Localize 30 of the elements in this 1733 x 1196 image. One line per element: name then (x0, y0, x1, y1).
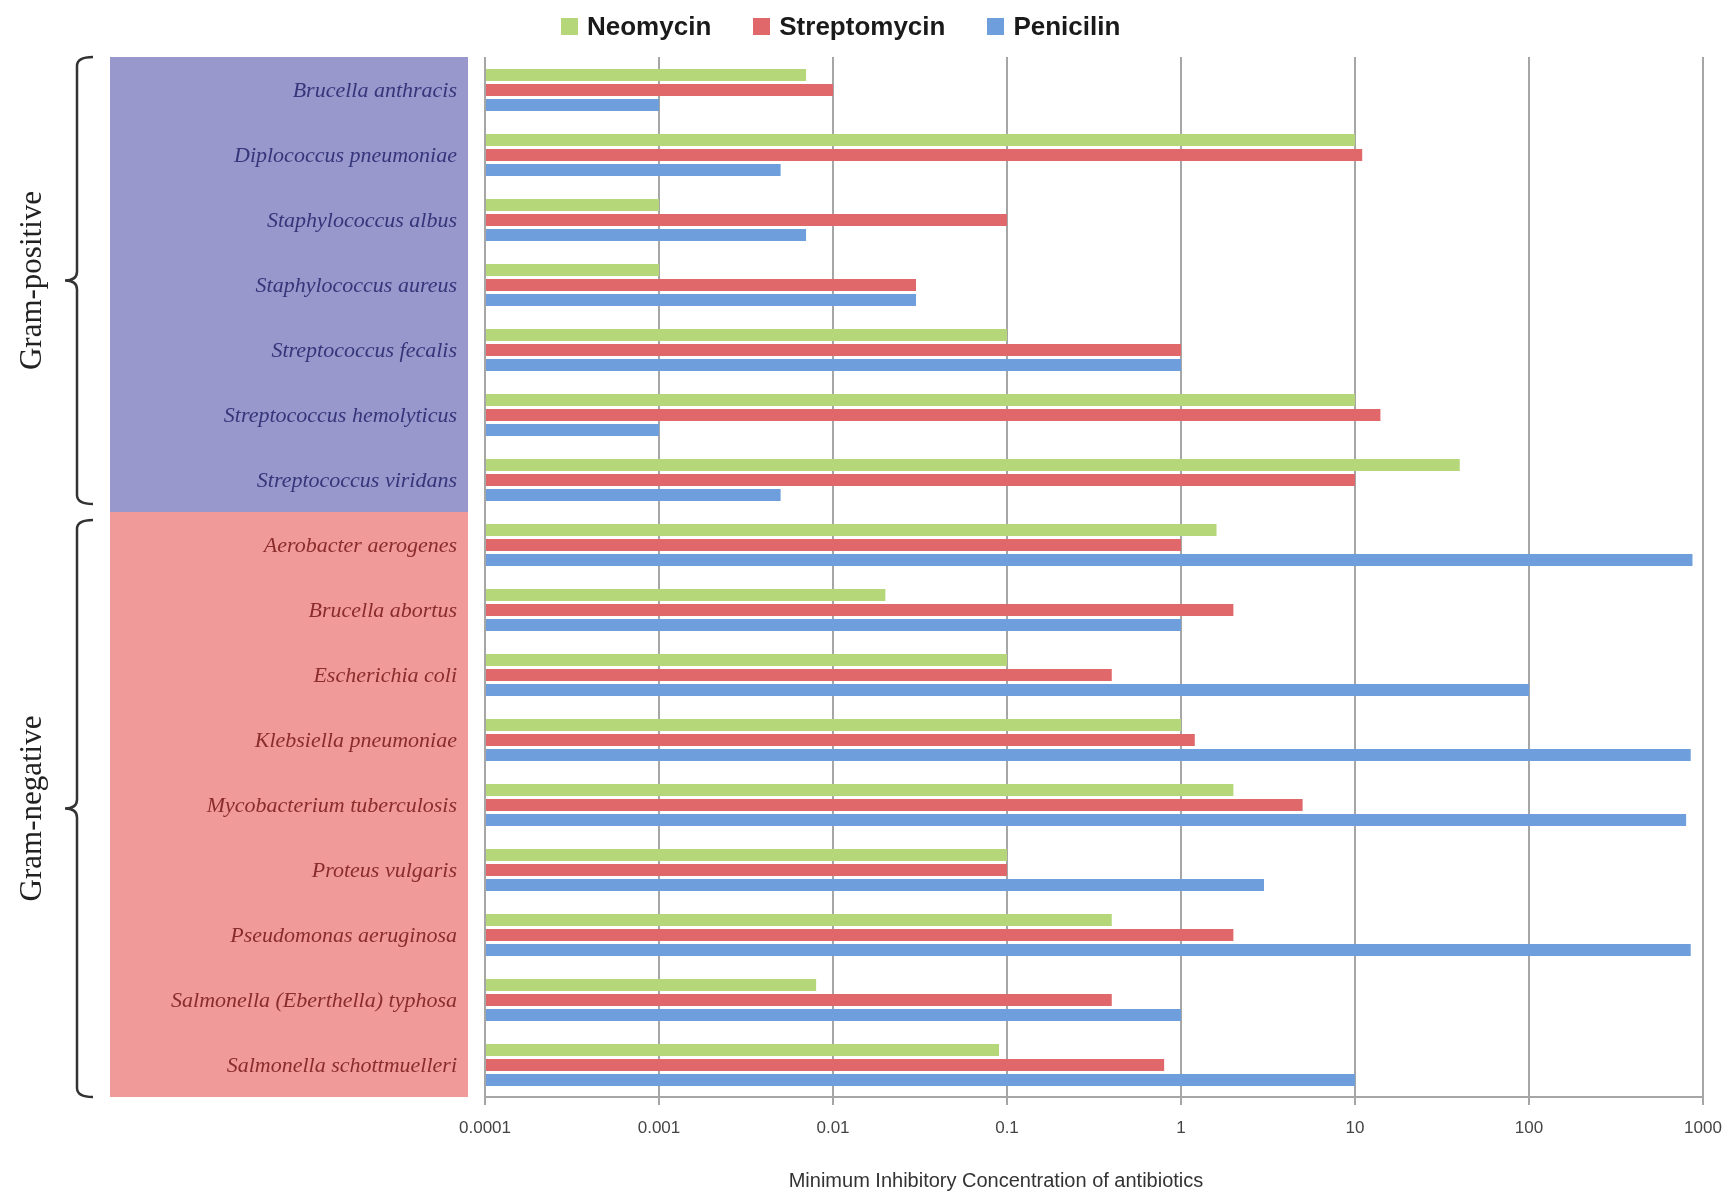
text: Gram-negative (12, 715, 48, 902)
x-tick-label: 10 (1345, 1118, 1365, 1138)
legend-label: Penicilin (1013, 11, 1121, 42)
y-tick-label: Streptococcus fecalis (271, 337, 457, 363)
legend-label: Streptomycin (779, 11, 946, 42)
x-tick-label: 1000 (1684, 1118, 1722, 1138)
y-tick-label: Proteus vulgaris (310, 857, 457, 883)
y-tick-label: Streptococcus viridans (256, 467, 457, 493)
y-tick-label: Staphylococcus albus (266, 207, 457, 233)
x-tick-label: 0.1 (995, 1118, 1019, 1138)
y-tick-label: Pseudomonas aeruginosa (229, 922, 457, 948)
y-tick-label: Mycobacterium tuberculosis (205, 792, 457, 818)
y-tick-label: Brucella anthracis (292, 77, 457, 103)
y-tick-label: Klebsiella pneumoniae (253, 727, 458, 753)
x-tick-label: 0.0001 (459, 1118, 511, 1138)
x-axis-title: Minimum Inhibitory Concentration of antibiotics (788, 1169, 1204, 1191)
x-tick-label: 0.001 (637, 1118, 681, 1138)
x-tick-label: 0.01 (816, 1118, 850, 1138)
y-tick-label: Salmonella (Eberthella) typhosa (171, 987, 457, 1013)
y-tick-label: Escherichia coli (312, 662, 457, 688)
y-tick-label: Aerobacter aerogenes (261, 532, 457, 558)
y-tick-label: Staphylococcus aureus (255, 272, 457, 298)
x-tick-label: 1 (1176, 1118, 1186, 1138)
y-tick-label: Diplococcus pneumoniae (233, 142, 458, 168)
text: Gram-positive (12, 190, 48, 371)
y-tick-label: Streptococcus hemolyticus (223, 402, 457, 428)
y-tick-label: Salmonella schottmuelleri (226, 1052, 457, 1078)
y-tick-label: Brucella abortus (308, 597, 457, 623)
legend-label: Neomycin (587, 11, 712, 42)
x-tick-label: 100 (1514, 1118, 1544, 1138)
